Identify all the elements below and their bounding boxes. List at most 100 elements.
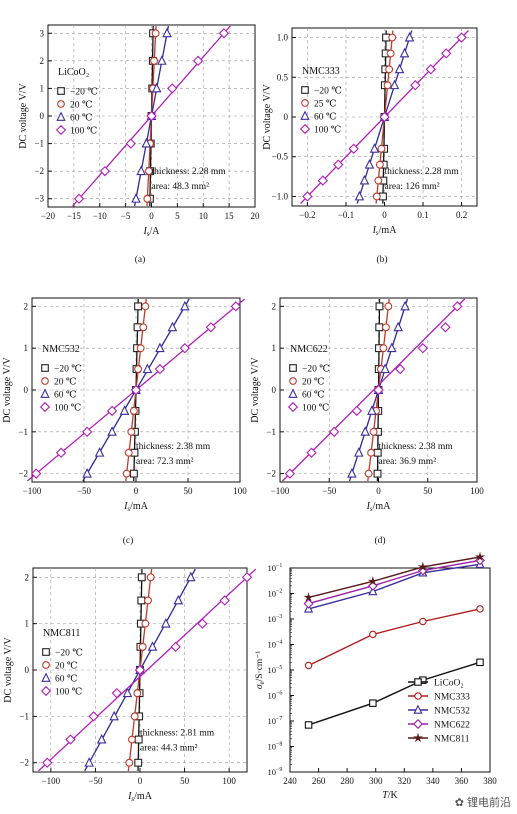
y-tick-label: 0 <box>25 665 30 675</box>
legend-label: −20 ℃ <box>55 649 83 659</box>
y-tick-label: 0 <box>284 112 289 122</box>
y-axis-title: DC voltage V/V <box>262 84 273 150</box>
data-point <box>304 661 313 670</box>
annotation-text: thickness: 2.28 mm <box>385 167 460 177</box>
chart-panel-5: −100 −50 0 50 100 −2 −1 0 1 2 Is/mA DC voltage V/V N… <box>3 567 257 803</box>
annotation-text: area: 44.3 mm² <box>140 743 198 753</box>
x-tick-label: 50 <box>180 776 190 786</box>
data-point <box>367 576 378 586</box>
data-point <box>186 571 196 582</box>
data-point <box>354 447 364 457</box>
x-tick-label: 20 <box>251 211 261 221</box>
data-point <box>147 641 158 651</box>
data-point <box>141 619 150 628</box>
y-axis-subscript: e <box>258 681 266 684</box>
data-point <box>142 363 153 374</box>
y-tick-exponent: −6 <box>276 691 282 697</box>
data-point <box>375 302 384 311</box>
x-axis-symbol: I <box>372 225 377 236</box>
legend-label: 60 ℃ <box>314 113 337 123</box>
x-axis-symbol: T <box>382 790 389 801</box>
data-point <box>130 384 142 396</box>
watermark: ✿ 锂电前沿 <box>455 794 511 810</box>
x-tick-label: 5 <box>175 211 180 221</box>
data-point <box>125 138 136 149</box>
data-point <box>384 302 393 311</box>
x-axis-symbol: I <box>123 501 128 512</box>
x-tick-label: −100 <box>42 776 61 786</box>
data-point <box>373 384 384 396</box>
y-tick-label: 10−1 <box>268 563 283 573</box>
y-tick-exponent: −1 <box>276 563 282 569</box>
data-point <box>377 144 386 153</box>
legend-marker <box>413 719 423 729</box>
series-line <box>308 559 481 605</box>
legend-marker <box>289 377 297 385</box>
panel-caption: (c) <box>123 535 134 546</box>
data-point <box>125 758 134 767</box>
data-point <box>410 80 421 91</box>
data-point <box>476 658 484 667</box>
data-point <box>364 159 375 169</box>
x-tick-label: 0 <box>149 211 154 221</box>
y-tick-label: 0.5 <box>277 72 289 82</box>
legend-label: 25 ℃ <box>314 100 337 110</box>
data-point <box>348 143 359 154</box>
y-tick-label: 1 <box>272 343 277 353</box>
legend-label: 60 ℃ <box>55 675 78 685</box>
data-point <box>347 468 357 478</box>
legend-marker <box>301 99 309 107</box>
data-point <box>151 29 160 38</box>
data-point <box>328 426 340 437</box>
data-point <box>385 65 394 74</box>
data-point <box>146 573 155 582</box>
legend-marker <box>55 124 67 136</box>
y-tick-label: 10−7 <box>268 716 283 726</box>
x-tick-label: −0.1 <box>338 210 354 220</box>
x-tick-label: 15 <box>225 211 235 221</box>
legend-label: 20 ℃ <box>55 662 78 672</box>
data-point <box>369 143 380 153</box>
x-axis-subscript: s <box>376 229 379 237</box>
data-point <box>379 344 388 353</box>
y-tick-label: −2 <box>18 469 28 479</box>
x-tick-label: 0.1 <box>417 210 428 220</box>
x-tick-label: 100 <box>233 486 247 496</box>
legend-label: NMC532 <box>434 707 470 717</box>
data-point <box>134 302 143 311</box>
y-tick-label: 10−8 <box>268 742 283 752</box>
y-tick-label: 10−6 <box>268 691 283 701</box>
data-point <box>155 342 165 353</box>
legend-label: −20 ℃ <box>54 365 82 375</box>
series-4 <box>26 298 246 482</box>
y-tick-label: 2 <box>272 301 277 311</box>
y-tick-exponent: −2 <box>276 589 282 595</box>
legend-label: 60 ℃ <box>54 391 77 401</box>
legend-marker <box>414 692 422 700</box>
series-4 <box>282 298 466 482</box>
legend-marker <box>287 401 299 413</box>
data-point <box>144 167 153 176</box>
annotation-text: area: 36.9 mm² <box>379 457 437 467</box>
data-point <box>130 712 139 721</box>
legend-label: 60 ℃ <box>302 391 325 401</box>
x-axis-symbol: I <box>127 791 132 802</box>
x-tick-label: 100 <box>470 486 484 496</box>
x-axis-subscript: s <box>147 230 150 238</box>
legend-label: −20 ℃ <box>302 365 330 375</box>
data-point <box>157 55 167 65</box>
x-axis-title: T/K <box>382 790 398 801</box>
x-axis-subscript: s <box>127 505 130 513</box>
data-point <box>129 406 138 415</box>
x-tick-label: 260 <box>312 776 326 786</box>
legend-label: 100 ℃ <box>314 126 342 136</box>
legend-label: −20 ℃ <box>314 87 342 97</box>
y-tick-label: −0.5 <box>272 152 289 162</box>
y-tick-label: 0 <box>24 385 29 395</box>
data-point <box>394 63 405 74</box>
data-point <box>369 699 377 707</box>
y-axis-title: DC voltage V/V <box>250 357 261 423</box>
y-tick-exponent: −3 <box>276 614 282 620</box>
data-point <box>107 426 117 436</box>
